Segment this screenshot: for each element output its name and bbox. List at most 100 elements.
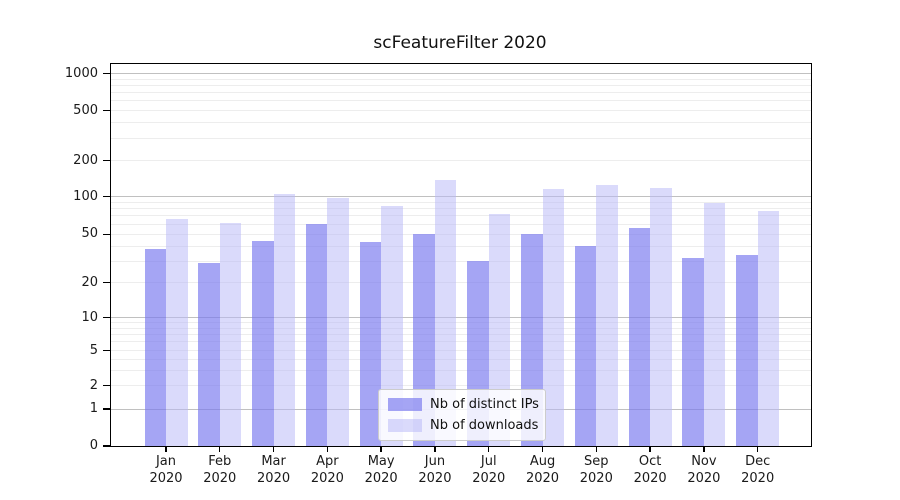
- x-axis-tick-label: Sep 2020: [579, 454, 613, 486]
- x-axis-tick-label: Nov 2020: [687, 454, 721, 486]
- x-axis-tick-label: Mar 2020: [257, 454, 291, 486]
- x-axis-tick: [272, 446, 275, 452]
- y-axis-tick-label: 100: [73, 188, 98, 204]
- bar-downloads: [219, 223, 242, 446]
- x-axis-tick: [595, 446, 597, 452]
- bar-distinct-ips: [359, 242, 382, 446]
- x-axis-tick: [219, 446, 221, 452]
- minor-gridline: [111, 358, 811, 360]
- y-axis-tick: [103, 408, 111, 410]
- x-axis-tick: [756, 446, 759, 452]
- x-axis-tick-label: Oct 2020: [633, 454, 667, 486]
- bar-downloads: [327, 197, 349, 446]
- minor-gridline: [111, 78, 811, 80]
- minor-gridline: [111, 322, 811, 324]
- x-axis-tick: [703, 446, 705, 452]
- y-axis-tick-label: 200: [73, 152, 98, 168]
- x-axis-tick: [380, 446, 382, 452]
- y-axis-tick-label: 50: [81, 226, 98, 242]
- major-gridline: [111, 196, 811, 197]
- x-axis-tick: [649, 446, 651, 452]
- y-axis-tick-label: 2: [89, 377, 98, 393]
- bar-downloads: [488, 213, 511, 446]
- bar-distinct-ips: [682, 257, 704, 446]
- minor-gridline: [111, 110, 811, 111]
- x-axis-tick-label: May 2020: [364, 454, 398, 486]
- bar-distinct-ips: [305, 224, 328, 446]
- legend-swatch-distinct-ips: [388, 398, 422, 411]
- x-axis-tick-label: Jun 2020: [418, 454, 452, 486]
- minor-gridline: [111, 223, 811, 225]
- y-axis-tick: [103, 109, 111, 112]
- minor-gridline: [111, 333, 811, 335]
- x-axis-tick: [434, 446, 436, 452]
- legend-row-distinct-ips: Nb of distinct IPs: [388, 394, 539, 415]
- y-axis-tick-label: 1000: [64, 65, 98, 81]
- major-gridline: [111, 73, 811, 74]
- minor-gridline: [111, 327, 811, 329]
- major-gridline: [111, 317, 811, 318]
- minor-gridline: [111, 92, 811, 94]
- bar-downloads: [166, 219, 188, 446]
- y-axis-tick-label: 500: [73, 102, 98, 118]
- x-axis-tick-label: Feb 2020: [203, 454, 237, 486]
- x-axis-tick: [165, 446, 167, 452]
- minor-gridline: [111, 282, 811, 284]
- minor-gridline: [111, 100, 811, 102]
- x-axis-tick-label: Dec 2020: [741, 454, 775, 486]
- legend-row-downloads: Nb of downloads: [388, 415, 539, 436]
- y-axis-tick-label: 1: [89, 401, 98, 416]
- y-axis-tick-label: 5: [89, 342, 98, 358]
- bar-downloads: [273, 193, 296, 446]
- chart-title: scFeatureFilter 2020: [373, 33, 547, 53]
- legend-label-distinct-ips: Nb of distinct IPs: [430, 397, 539, 412]
- minor-gridline: [111, 160, 811, 161]
- minor-gridline: [111, 122, 811, 124]
- minor-gridline: [111, 137, 811, 139]
- minor-gridline: [111, 245, 811, 247]
- minor-gridline: [111, 215, 811, 217]
- minor-gridline: [111, 260, 811, 262]
- y-axis-tick: [103, 385, 111, 387]
- bar-distinct-ips: [736, 254, 758, 446]
- bar-distinct-ips: [252, 241, 274, 446]
- x-axis-tick-label: Jan 2020: [149, 454, 183, 486]
- bar-downloads: [596, 184, 618, 446]
- y-axis-tick-label: 10: [81, 309, 98, 325]
- minor-gridline: [111, 369, 811, 371]
- x-axis-tick: [541, 446, 544, 452]
- bar-distinct-ips: [144, 248, 166, 446]
- y-axis-tick: [103, 233, 111, 235]
- y-axis-tick-label: 20: [81, 274, 98, 290]
- bar-downloads: [434, 180, 457, 446]
- y-axis-tick: [103, 316, 111, 319]
- minor-gridline: [111, 201, 811, 203]
- minor-gridline: [111, 341, 811, 343]
- bar-downloads: [703, 202, 726, 446]
- minor-gridline: [111, 208, 811, 210]
- y-axis-tick: [103, 195, 111, 198]
- bar-distinct-ips: [198, 263, 220, 446]
- legend-label-downloads: Nb of downloads: [430, 418, 539, 433]
- bar-downloads: [650, 187, 672, 446]
- y-axis-tick: [103, 282, 111, 284]
- y-axis-tick-label: 0: [89, 438, 98, 453]
- bar-downloads: [542, 188, 565, 446]
- x-axis-tick-label: Jul 2020: [472, 454, 506, 486]
- minor-gridline: [111, 350, 811, 351]
- bar-distinct-ips: [628, 228, 651, 446]
- x-axis-tick: [488, 446, 490, 452]
- bar-downloads: [381, 206, 403, 446]
- x-axis-tick: [326, 446, 329, 452]
- minor-gridline: [111, 233, 811, 235]
- y-axis-tick: [103, 72, 111, 75]
- y-axis-tick: [103, 349, 111, 352]
- bar-downloads: [757, 210, 780, 446]
- x-axis-tick-label: Apr 2020: [310, 454, 344, 486]
- x-axis-tick-label: Aug 2020: [525, 454, 560, 486]
- legend: Nb of distinct IPs Nb of downloads: [378, 389, 546, 441]
- minor-gridline: [111, 84, 811, 86]
- y-axis-tick: [103, 445, 111, 447]
- minor-gridline: [111, 385, 811, 387]
